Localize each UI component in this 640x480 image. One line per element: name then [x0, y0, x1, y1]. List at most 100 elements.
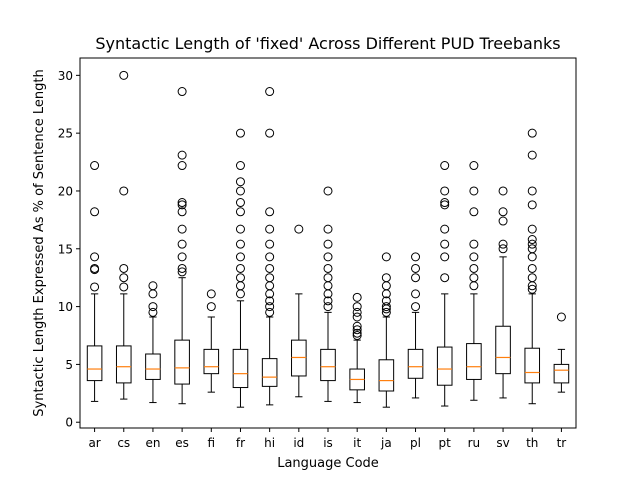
outlier-point [381, 302, 391, 312]
outlier-point [119, 186, 129, 196]
outlier-point [352, 302, 362, 312]
outlier-point [411, 273, 421, 283]
outlier-point [265, 273, 275, 283]
outlier-point [352, 307, 362, 317]
outlier-point [440, 186, 450, 196]
outlier-point [352, 292, 362, 302]
outlier-point [498, 244, 508, 254]
outlier-point [323, 224, 333, 234]
outlier-point [469, 186, 479, 196]
outlier-point [235, 281, 245, 291]
y-tick-label: 15 [58, 242, 73, 256]
box-iqr [115, 345, 132, 384]
outlier-point [527, 239, 537, 249]
x-tick-label: sv [496, 436, 509, 450]
outlier-point [206, 289, 216, 299]
outlier-point [352, 325, 362, 335]
box-iqr [524, 347, 541, 384]
outlier-point [498, 216, 508, 226]
outlier-point [527, 273, 537, 283]
outlier-point [411, 252, 421, 262]
outlier-point [148, 307, 158, 317]
outlier-point [527, 263, 537, 273]
outlier-point [498, 207, 508, 217]
box-iqr [320, 348, 336, 382]
outlier-point [206, 302, 216, 312]
outlier-point [381, 281, 391, 291]
outlier-point [265, 263, 275, 273]
outlier-point [177, 207, 187, 217]
x-tick-label: pl [410, 436, 421, 450]
outlier-point [265, 128, 275, 138]
box-iqr [203, 348, 220, 375]
outlier-point [235, 239, 245, 249]
outlier-point [323, 302, 333, 312]
outlier-point [527, 224, 537, 234]
outlier-point [294, 224, 304, 234]
x-tick-label: es [175, 436, 189, 450]
outlier-point [527, 200, 537, 210]
box-iqr [232, 348, 249, 389]
outlier-point [235, 186, 245, 196]
outlier-point [119, 263, 129, 273]
outlier-point [148, 302, 158, 312]
outlier-point [90, 252, 100, 262]
outlier-point [381, 307, 391, 317]
plot-area: 0 5 10 15 20 25 30 ar cs en es fi fr hi id is it ja pl pt ru… [58, 69, 570, 450]
outlier-point [527, 186, 537, 196]
outlier-point [352, 331, 362, 340]
outlier-point [381, 273, 391, 283]
outlier-point [235, 177, 245, 187]
outlier-point [381, 252, 391, 262]
outlier-point [90, 207, 100, 217]
x-tick-label: tr [557, 436, 567, 450]
outlier-point [177, 161, 187, 171]
outlier-point [527, 252, 537, 262]
outlier-point [265, 239, 275, 249]
outlier-point [323, 186, 333, 196]
outlier-point [440, 161, 450, 171]
outlier-point [265, 302, 275, 312]
outlier-point [235, 289, 245, 299]
outlier-point [527, 128, 537, 138]
outlier-point [177, 252, 187, 262]
outlier-point [469, 263, 479, 273]
x-tick-label: pt [439, 436, 452, 450]
box-iqr [174, 339, 190, 385]
outlier-point [498, 239, 508, 249]
y-tick-label: 0 [65, 416, 73, 430]
box-iqr [145, 353, 161, 380]
outlier-point [469, 239, 479, 249]
outlier-point [265, 207, 275, 217]
x-tick-label: ja [380, 436, 392, 450]
y-tick-label: 25 [58, 127, 73, 141]
y-axis-label: Syntactic Length Expressed As % of Sente… [32, 69, 47, 416]
outlier-point [235, 224, 245, 234]
outlier-point [323, 273, 333, 283]
outlier-point [323, 239, 333, 249]
outlier-point [235, 273, 245, 283]
y-tick-label: 10 [58, 300, 73, 314]
plot-frame [79, 57, 577, 429]
outlier-point [177, 200, 187, 210]
outlier-point [440, 198, 450, 208]
outlier-point [440, 273, 450, 283]
y-tick-label: 5 [65, 358, 73, 372]
y-tick-label: 30 [58, 69, 73, 83]
x-tick-label: id [293, 436, 304, 450]
outlier-point [119, 273, 129, 283]
outlier-point [235, 263, 245, 273]
outlier-point [352, 328, 362, 338]
outlier-point [323, 263, 333, 273]
outlier-point [440, 200, 450, 210]
outlier-point [177, 263, 187, 273]
outlier-point [556, 312, 566, 322]
outlier-point [265, 281, 275, 291]
outlier-point [119, 70, 129, 80]
outlier-point [235, 252, 245, 262]
outlier-point [265, 224, 275, 234]
outlier-point [90, 161, 100, 171]
box-iqr [553, 363, 570, 384]
box-iqr [436, 346, 453, 386]
box-iqr [378, 359, 395, 392]
